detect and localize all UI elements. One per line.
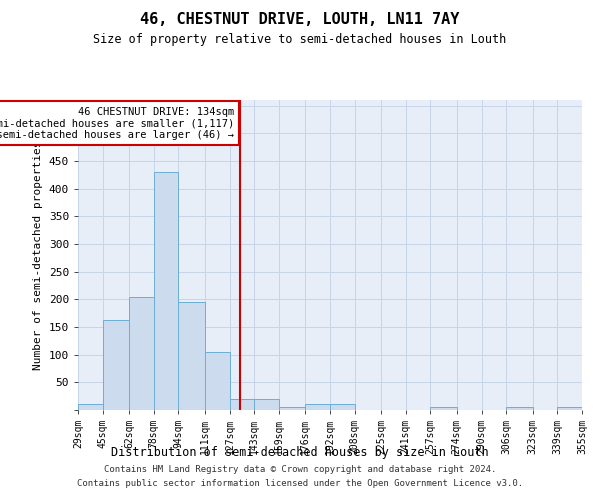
Bar [506,407,533,410]
Text: 46 CHESTNUT DRIVE: 134sqm
← 96% of semi-detached houses are smaller (1,117)
4% o: 46 CHESTNUT DRIVE: 134sqm ← 96% of semi-… [0,106,234,140]
Text: 46, CHESTNUT DRIVE, LOUTH, LN11 7AY: 46, CHESTNUT DRIVE, LOUTH, LN11 7AY [140,12,460,28]
Bar [103,320,129,410]
Bar [254,399,279,410]
Bar [305,404,330,410]
Bar [129,296,154,410]
Text: Contains HM Land Registry data © Crown copyright and database right 2024.
Contai: Contains HM Land Registry data © Crown c… [77,466,523,487]
Y-axis label: Number of semi-detached properties: Number of semi-detached properties [33,140,43,370]
Bar [154,172,178,410]
Bar [178,302,205,410]
Text: Distribution of semi-detached houses by size in Louth: Distribution of semi-detached houses by … [111,446,489,459]
Bar [279,407,305,410]
Bar [430,407,457,410]
Bar [557,407,582,410]
Bar [230,399,254,410]
Text: Size of property relative to semi-detached houses in Louth: Size of property relative to semi-detach… [94,32,506,46]
Bar [205,352,230,410]
Bar [330,404,355,410]
Bar [78,404,103,410]
